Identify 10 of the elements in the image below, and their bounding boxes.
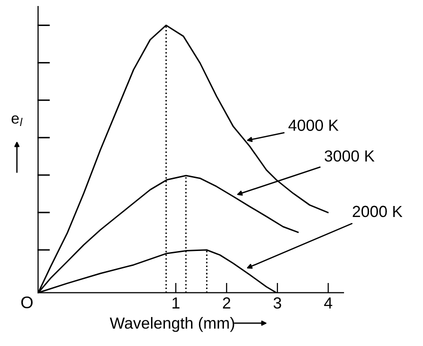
y-axis-title: e$_{l}$: [12, 115, 23, 126]
x-tick-label: 1: [172, 297, 180, 308]
x-tick-label: 2: [222, 297, 230, 308]
annotation: 2000 K: [352, 206, 402, 218]
x-tick-label: 4: [324, 297, 332, 308]
annotation: 3000 K: [324, 150, 374, 162]
x-tick-label: 3: [274, 297, 282, 309]
annotation: 4000 K: [288, 120, 339, 131]
annotation: O: [21, 296, 33, 308]
x-axis-title: Wavelength (mm): [110, 317, 234, 332]
